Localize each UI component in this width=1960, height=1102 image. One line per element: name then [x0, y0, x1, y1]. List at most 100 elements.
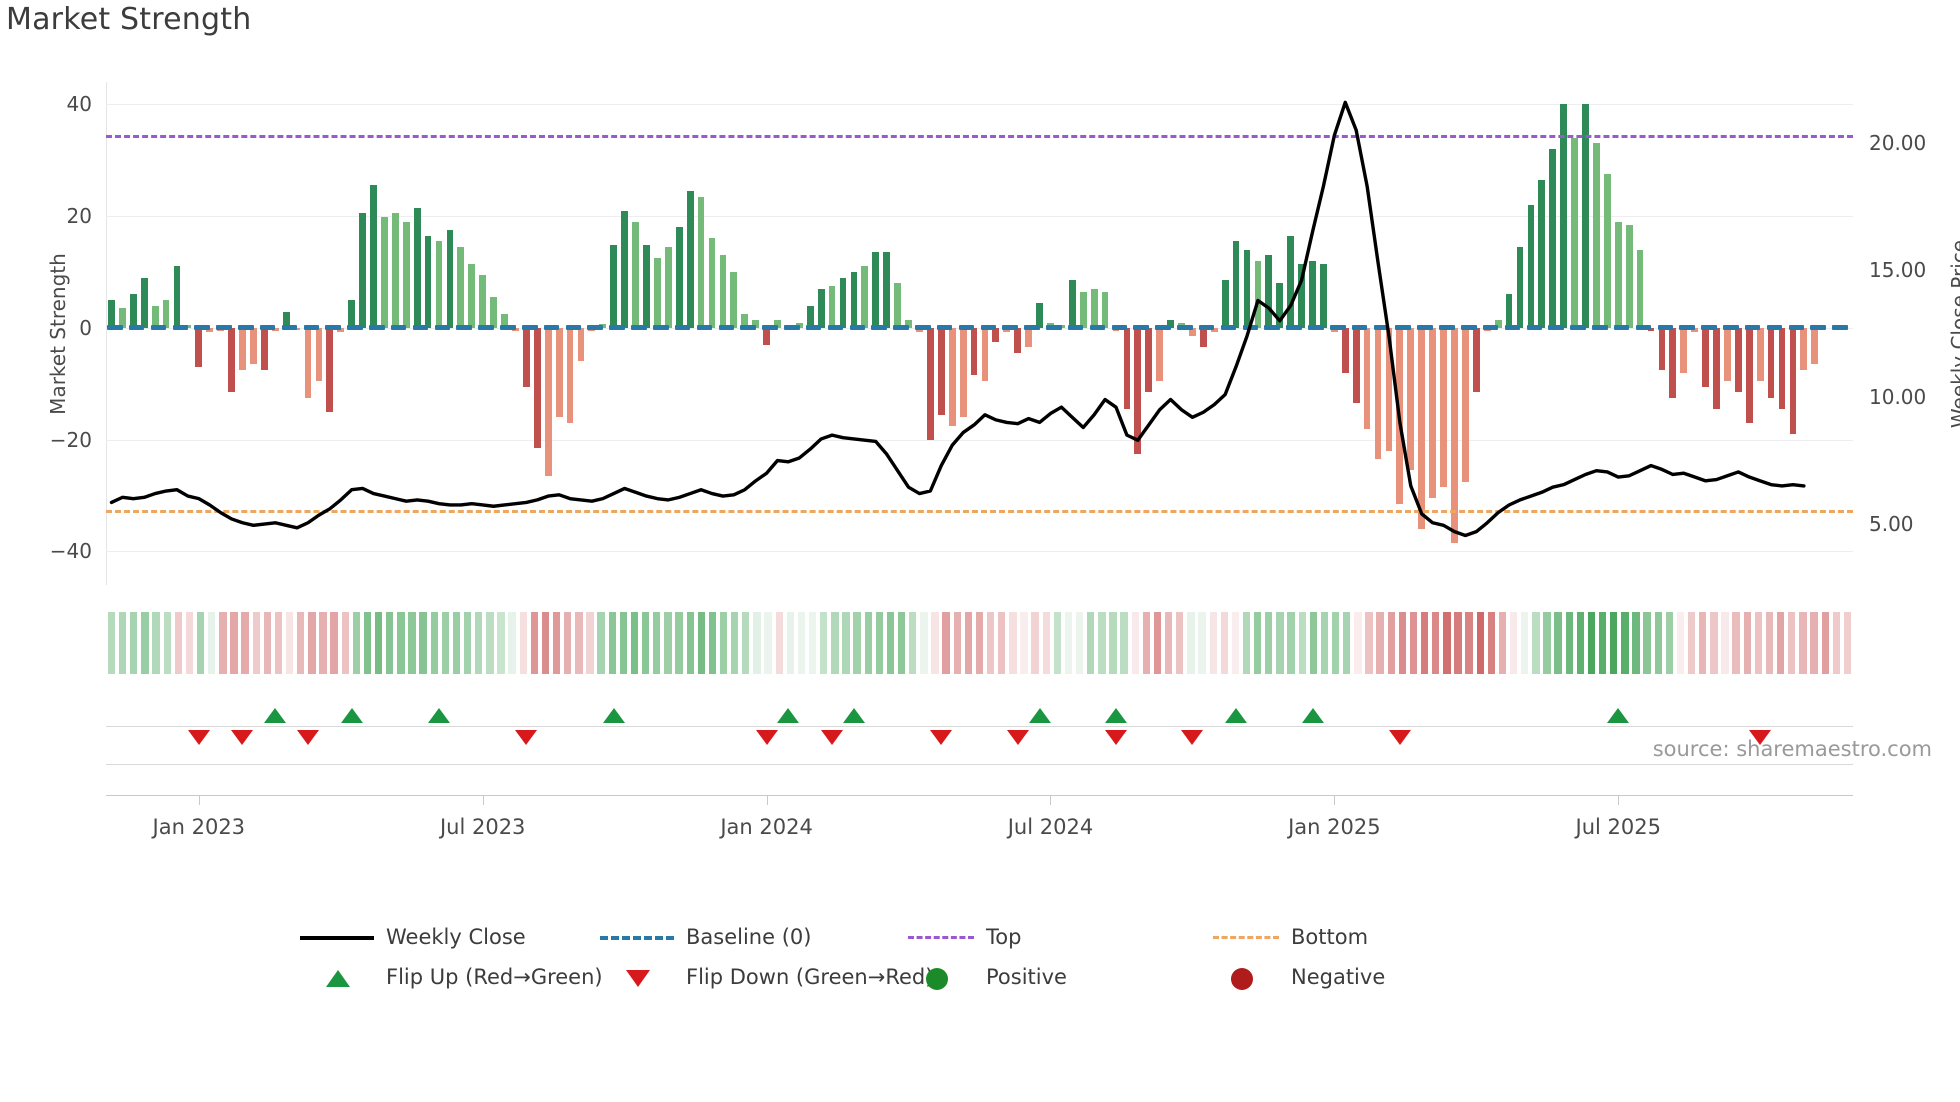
heat-cell	[686, 612, 694, 674]
heat-cell	[374, 612, 383, 674]
baseline-segment	[521, 325, 538, 331]
heat-cell	[1521, 612, 1529, 674]
baseline-segment	[718, 325, 735, 331]
baseline-segment	[784, 325, 800, 331]
bar	[501, 313, 508, 328]
baseline-segment	[500, 325, 516, 331]
bar	[435, 241, 443, 328]
x-tick-label: Jul 2024	[1007, 815, 1094, 839]
heat-cell	[1587, 612, 1596, 674]
x-tick-mark	[198, 795, 200, 805]
bar	[1724, 327, 1731, 381]
legend-item[interactable]: Flip Up (Red→Green)	[300, 965, 603, 989]
heat-cell	[1654, 612, 1662, 674]
bar	[1036, 302, 1043, 328]
heat-cell	[1120, 612, 1128, 674]
heat-cell	[1621, 612, 1629, 674]
bar	[413, 207, 421, 328]
baseline-segment	[1089, 325, 1106, 331]
bar	[1778, 327, 1786, 409]
heat-cell	[1254, 612, 1262, 674]
legend-item[interactable]: Bottom	[1205, 925, 1368, 949]
bar	[1603, 174, 1611, 328]
bar	[730, 272, 738, 328]
legend-key	[600, 967, 674, 987]
baseline-segment	[805, 325, 822, 331]
bar	[402, 221, 410, 328]
legend-label: Bottom	[1291, 925, 1369, 949]
baseline-segment	[1701, 325, 1717, 331]
heat-cell	[1331, 612, 1340, 674]
bar	[970, 327, 978, 376]
bar	[555, 327, 563, 418]
baseline-segment	[172, 325, 189, 331]
baseline-segment	[1067, 325, 1084, 331]
heat-cell	[1498, 612, 1507, 674]
heat-cell	[886, 612, 895, 674]
bar	[654, 258, 661, 328]
heat-cell	[1209, 612, 1217, 674]
legend-key	[300, 927, 374, 947]
heat-cell	[953, 612, 961, 674]
heat-cell	[363, 612, 372, 674]
heat-cell	[141, 612, 149, 674]
dotted-line-icon	[908, 936, 974, 939]
heat-cell	[119, 612, 127, 674]
heat-cell	[1276, 612, 1284, 674]
divider-rule-lower	[106, 795, 1853, 796]
heat-cell	[1532, 612, 1540, 674]
heat-cell	[753, 612, 761, 674]
baseline-segment	[1788, 325, 1805, 331]
baseline-segment	[762, 325, 778, 331]
bar	[337, 327, 345, 332]
heat-cell	[1042, 612, 1050, 674]
heat-cell	[1799, 612, 1807, 674]
bar	[271, 327, 279, 331]
heat-cell	[1487, 612, 1496, 674]
bar	[1025, 327, 1032, 348]
heat-cell	[152, 612, 160, 674]
flip-up-marker	[1104, 708, 1127, 723]
heat-cell	[1643, 612, 1651, 674]
heat-cell	[931, 612, 939, 674]
legend-item[interactable]: Weekly Close	[300, 925, 526, 949]
heat-cell	[719, 612, 728, 674]
legend-item[interactable]: Negative	[1205, 965, 1386, 990]
heat-cell	[1075, 612, 1084, 674]
bar	[1199, 327, 1207, 348]
heat-cell	[230, 612, 238, 674]
x-tick-mark	[766, 795, 768, 805]
baseline-segment	[1111, 325, 1128, 331]
baseline-segment	[1766, 325, 1783, 331]
y-tick-label-left: 0	[79, 315, 92, 340]
bar	[1494, 319, 1502, 328]
heat-cell	[1354, 612, 1362, 674]
heat-cell	[1198, 612, 1206, 674]
legend-label: Negative	[1291, 965, 1386, 989]
heat-cell	[1776, 612, 1785, 674]
legend-item[interactable]: Positive	[900, 965, 1067, 990]
baseline-segment	[1155, 325, 1171, 331]
heat-cell	[1343, 612, 1351, 674]
baseline-segment	[1744, 325, 1761, 331]
bar	[522, 327, 530, 387]
bar	[981, 327, 989, 381]
heat-cell	[653, 612, 661, 674]
bar	[926, 327, 934, 440]
bar	[1505, 294, 1513, 328]
heat-cell	[130, 612, 138, 674]
baseline-segment	[1220, 325, 1237, 331]
bar	[905, 319, 912, 328]
legend-item[interactable]: Baseline (0)	[600, 925, 811, 949]
heat-cell	[1064, 612, 1073, 674]
flip-down-marker	[187, 730, 210, 745]
baseline-segment	[1373, 325, 1390, 331]
heat-cell	[319, 612, 327, 674]
heat-cell	[1576, 612, 1585, 674]
heat-cell	[519, 612, 527, 674]
legend-item[interactable]: Flip Down (Green→Red)	[600, 965, 933, 989]
heat-cell	[619, 612, 628, 674]
legend-item[interactable]: Top	[900, 925, 1021, 949]
flip-down-marker	[1181, 730, 1204, 745]
